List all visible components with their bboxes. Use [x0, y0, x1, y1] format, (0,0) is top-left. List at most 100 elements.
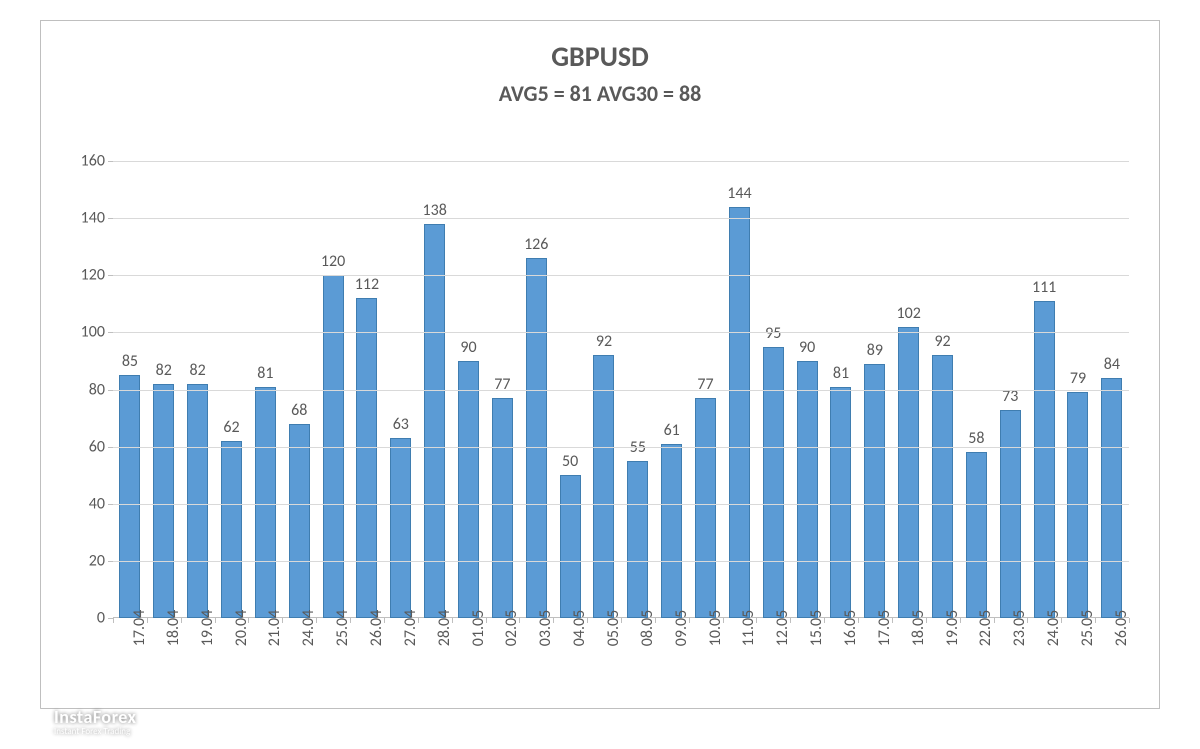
- bar-value-label: 120: [321, 252, 345, 271]
- y-tick-label: 100: [81, 323, 105, 342]
- gridline: [113, 447, 1129, 448]
- bar-value-label: 84: [1104, 355, 1120, 374]
- x-tick-label: 18.04: [164, 610, 183, 646]
- bar: [864, 364, 885, 618]
- x-tick-mark: [316, 618, 317, 623]
- bar-value-label: 77: [697, 375, 713, 394]
- x-tick-mark: [655, 618, 656, 623]
- x-tick-label: 18.05: [909, 610, 928, 646]
- y-tick-mark: [108, 161, 113, 162]
- bar-value-label: 58: [968, 429, 984, 448]
- y-tick-mark: [108, 332, 113, 333]
- y-tick-label: 60: [89, 437, 105, 456]
- y-tick-mark: [108, 275, 113, 276]
- watermark: InstaForex Instant Forex Trading: [22, 706, 136, 737]
- x-tick-mark: [994, 618, 995, 623]
- y-tick-label: 0: [97, 609, 105, 628]
- x-tick-mark: [689, 618, 690, 623]
- x-tick-label: 17.04: [130, 610, 149, 646]
- watermark-icon: [22, 706, 48, 737]
- bar-value-label: 81: [833, 364, 849, 383]
- y-tick-mark: [108, 447, 113, 448]
- watermark-text: InstaForex Instant Forex Trading: [54, 706, 136, 737]
- x-tick-label: 25.04: [333, 610, 352, 646]
- bar: [1034, 301, 1055, 618]
- x-tick-label: 22.05: [976, 610, 995, 646]
- bar: [289, 424, 310, 618]
- bar-value-label: 68: [291, 401, 307, 420]
- x-tick-mark: [452, 618, 453, 623]
- x-tick-label: 12.05: [773, 610, 792, 646]
- x-tick-mark: [350, 618, 351, 623]
- x-tick-mark: [723, 618, 724, 623]
- x-tick-label: 26.04: [367, 610, 386, 646]
- bar: [356, 298, 377, 618]
- bar: [763, 347, 784, 618]
- bar: [797, 361, 818, 618]
- y-tick-label: 40: [89, 494, 105, 513]
- bar: [221, 441, 242, 618]
- bar-value-label: 85: [122, 352, 138, 371]
- bar: [695, 398, 716, 618]
- x-tick-mark: [858, 618, 859, 623]
- x-tick-label: 11.05: [739, 610, 758, 646]
- x-tick-label: 10.05: [706, 610, 725, 646]
- x-tick-label: 27.04: [401, 610, 420, 646]
- gridline: [113, 161, 1129, 162]
- x-tick-mark: [147, 618, 148, 623]
- x-tick-label: 08.05: [638, 610, 657, 646]
- gridline: [113, 218, 1129, 219]
- bar: [458, 361, 479, 618]
- bar-value-label: 138: [422, 201, 446, 220]
- x-tick-label: 05.05: [604, 610, 623, 646]
- bar-value-label: 112: [355, 275, 379, 294]
- gridline: [113, 390, 1129, 391]
- bar-value-label: 82: [156, 361, 172, 380]
- x-tick-mark: [1095, 618, 1096, 623]
- chart-container: GBPUSD AVG5 = 81 AVG30 = 88 858282628168…: [40, 20, 1160, 709]
- bar-value-label: 61: [664, 421, 680, 440]
- bar: [729, 207, 750, 618]
- bar: [492, 398, 513, 618]
- bar: [1101, 378, 1122, 618]
- bar-value-label: 92: [596, 332, 612, 351]
- bar-value-label: 82: [190, 361, 206, 380]
- bar-value-label: 62: [223, 418, 239, 437]
- bar: [627, 461, 648, 618]
- bar: [898, 327, 919, 618]
- x-tick-mark: [282, 618, 283, 623]
- gridline: [113, 504, 1129, 505]
- bar-value-label: 90: [460, 338, 476, 357]
- bar: [661, 444, 682, 618]
- y-tick-label: 20: [89, 551, 105, 570]
- bar: [593, 355, 614, 618]
- x-tick-mark: [960, 618, 961, 623]
- bar-value-label: 92: [934, 332, 950, 351]
- x-tick-mark: [926, 618, 927, 623]
- y-tick-mark: [108, 561, 113, 562]
- bar: [966, 452, 987, 618]
- watermark-brand: InstaForex: [54, 706, 136, 728]
- bar-value-label: 126: [524, 235, 548, 254]
- x-tick-label: 19.04: [198, 610, 217, 646]
- x-tick-label: 16.05: [841, 610, 860, 646]
- x-tick-mark: [1129, 618, 1130, 623]
- bar-value-label: 89: [867, 341, 883, 360]
- y-tick-label: 160: [81, 152, 105, 171]
- y-tick-mark: [108, 390, 113, 391]
- bar: [1067, 392, 1088, 618]
- bar-value-label: 102: [897, 304, 921, 323]
- x-tick-mark: [892, 618, 893, 623]
- x-tick-label: 04.05: [570, 610, 589, 646]
- x-tick-label: 28.04: [435, 610, 454, 646]
- x-tick-label: 23.05: [1010, 610, 1029, 646]
- x-tick-mark: [248, 618, 249, 623]
- watermark-tagline: Instant Forex Trading: [54, 726, 136, 737]
- x-tick-mark: [113, 618, 114, 623]
- bar-value-label: 81: [257, 364, 273, 383]
- plot-area: 8582826281681201126313890771265092556177…: [113, 161, 1129, 618]
- bar-value-label: 63: [393, 415, 409, 434]
- bar: [560, 475, 581, 618]
- x-tick-mark: [587, 618, 588, 623]
- y-tick-label: 120: [81, 266, 105, 285]
